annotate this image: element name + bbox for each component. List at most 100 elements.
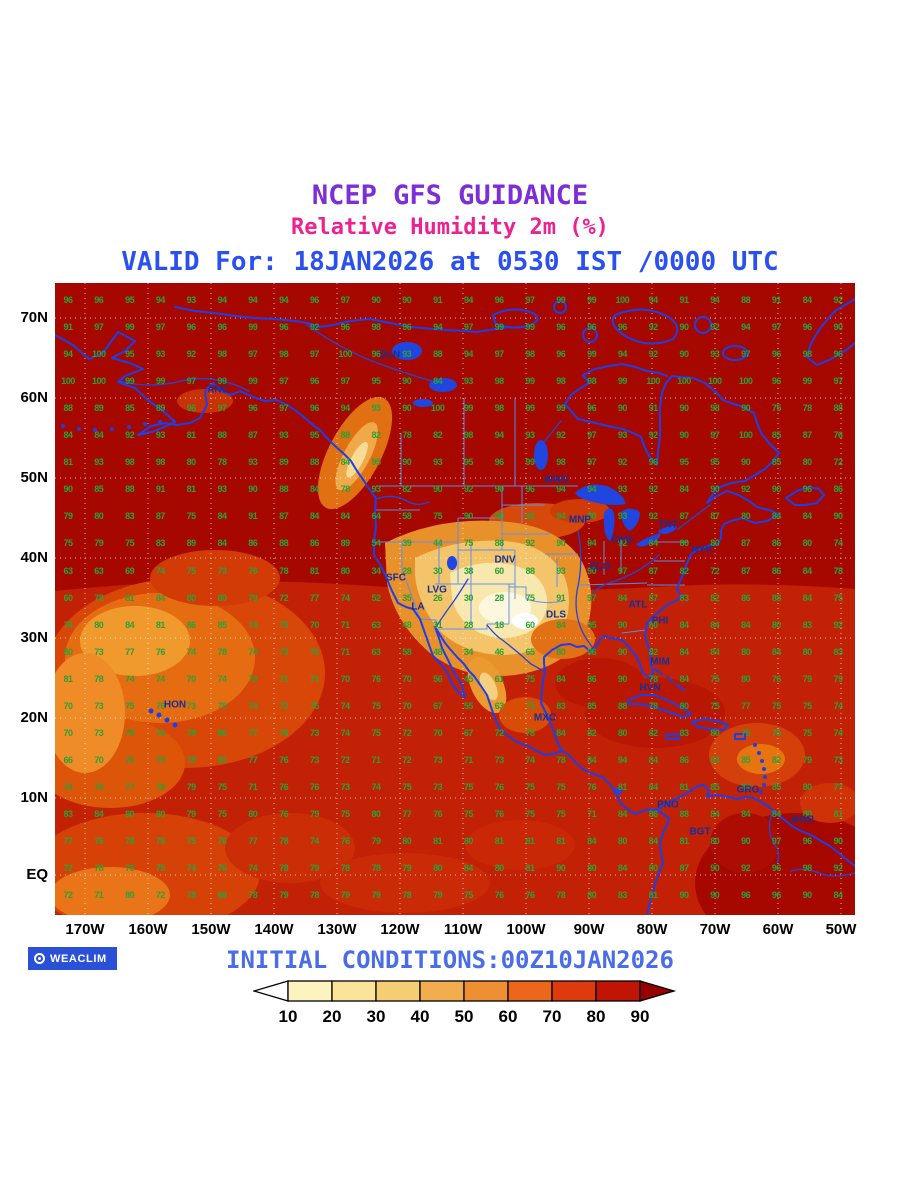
colorbar-tick-label: 30 bbox=[367, 1007, 386, 1026]
rh-value: 83 bbox=[556, 700, 566, 711]
coast-pacific bbox=[111, 331, 670, 915]
rh-value: 52 bbox=[371, 592, 381, 603]
rh-value: 34 bbox=[463, 646, 474, 657]
rh-value: 93 bbox=[525, 430, 535, 441]
rh-value: 88 bbox=[279, 484, 289, 495]
lat-tick-40n: 40N bbox=[20, 549, 48, 566]
rh-value: 95 bbox=[371, 376, 381, 387]
rh-value: 97 bbox=[309, 349, 320, 360]
rh-value: 60 bbox=[494, 565, 505, 576]
rh-value: 88 bbox=[617, 700, 628, 711]
rh-value: 97 bbox=[248, 349, 258, 360]
rh-value: 88 bbox=[494, 538, 505, 549]
station-label-tnt: TNT bbox=[658, 519, 678, 531]
rh-value: 88 bbox=[679, 808, 689, 819]
rh-value: 75 bbox=[340, 808, 351, 819]
rh-value: 74 bbox=[186, 863, 197, 874]
island-jamaica bbox=[665, 733, 680, 740]
station-label-sfc: SFC bbox=[386, 572, 406, 584]
rh-value: 90 bbox=[741, 403, 751, 414]
rh-value: 94 bbox=[741, 322, 751, 333]
rh-value: 75 bbox=[771, 700, 782, 711]
rh-value: 80 bbox=[125, 890, 135, 901]
rh-value: 73 bbox=[94, 727, 104, 738]
rh-value: 63 bbox=[94, 565, 104, 576]
rh-value: 90 bbox=[402, 376, 412, 387]
rh-value: 98 bbox=[494, 376, 505, 387]
rh-value: 76 bbox=[155, 646, 166, 657]
rh-value: 79 bbox=[309, 863, 320, 874]
rh-value: 91 bbox=[433, 295, 443, 305]
rh-value: 75 bbox=[371, 727, 381, 738]
colorbar-tick-label: 70 bbox=[543, 1007, 562, 1026]
rh-value: 90 bbox=[248, 484, 258, 495]
colorbar-tick-label: 40 bbox=[411, 1007, 430, 1026]
rh-value: 76 bbox=[155, 700, 166, 711]
rh-value: 72 bbox=[248, 673, 258, 684]
rh-value: 77 bbox=[833, 781, 843, 792]
rh-value: 82 bbox=[402, 484, 412, 495]
rh-value: 98 bbox=[217, 349, 227, 360]
rh-value: 84 bbox=[771, 646, 782, 657]
rh-value: 84 bbox=[340, 457, 351, 468]
rh-value: 84 bbox=[741, 808, 751, 819]
rh-value: 75 bbox=[463, 538, 474, 549]
rh-value: 77 bbox=[125, 646, 135, 657]
rh-value: 88 bbox=[217, 430, 227, 441]
station-label-atl: ATL bbox=[628, 599, 648, 611]
rh-value: 83 bbox=[710, 754, 720, 765]
rh-value: 92 bbox=[463, 484, 474, 495]
rh-value: 85 bbox=[771, 781, 782, 792]
rh-value: 79 bbox=[309, 808, 320, 819]
rh-value: 80 bbox=[63, 646, 73, 657]
rh-value: 91 bbox=[679, 295, 689, 305]
rh-value: 90 bbox=[63, 484, 73, 495]
rh-value: 80 bbox=[802, 646, 813, 657]
rh-value: 78 bbox=[648, 700, 659, 711]
rh-value: 87 bbox=[679, 511, 689, 522]
rh-value: 80 bbox=[648, 863, 659, 874]
rh-value: 81 bbox=[525, 863, 535, 874]
rh-value: 75 bbox=[125, 727, 135, 738]
rh-value: 90 bbox=[710, 484, 720, 495]
rh-value: 84 bbox=[556, 727, 566, 738]
rh-value: 90 bbox=[710, 890, 720, 901]
rh-value: 88 bbox=[125, 484, 135, 495]
rh-value: 84 bbox=[710, 619, 720, 630]
rh-value: 79 bbox=[279, 890, 289, 901]
rh-value: 75 bbox=[463, 890, 474, 901]
rh-value: 97 bbox=[217, 403, 227, 414]
rh-value: 80 bbox=[648, 619, 659, 630]
rh-value: 79 bbox=[802, 754, 813, 765]
rh-value: 90 bbox=[741, 457, 751, 468]
rh-value: 73 bbox=[833, 754, 843, 765]
rh-value: 96 bbox=[309, 295, 320, 305]
rh-value: 90 bbox=[833, 322, 843, 333]
rh-value: 89 bbox=[155, 403, 166, 414]
rh-value: 91 bbox=[155, 484, 166, 495]
rh-value: 73 bbox=[279, 619, 289, 630]
rh-value: 98 bbox=[710, 403, 720, 414]
lon-tick-90w: 90W bbox=[573, 921, 605, 938]
rh-value: 72 bbox=[402, 754, 412, 765]
rh-value: 96 bbox=[525, 484, 535, 495]
rh-value: 86 bbox=[587, 673, 597, 684]
lat-tick-60n: 60N bbox=[20, 389, 48, 406]
lat-tick-20n: 20N bbox=[20, 709, 48, 726]
rh-value: 75 bbox=[186, 836, 197, 846]
rh-value: 93 bbox=[433, 457, 443, 468]
rh-value: 94 bbox=[433, 322, 443, 333]
rh-value: 96 bbox=[771, 349, 782, 360]
rh-value: 73 bbox=[433, 754, 443, 765]
rh-value: 97 bbox=[710, 430, 720, 441]
island-baffin bbox=[611, 308, 679, 345]
rh-value: 80 bbox=[433, 863, 443, 874]
rh-value: 96 bbox=[217, 322, 227, 333]
station-label-dnv: DNV bbox=[494, 554, 516, 566]
rh-value: 82 bbox=[433, 430, 443, 441]
rh-value: 70 bbox=[186, 673, 197, 684]
rh-value: 58 bbox=[402, 646, 412, 657]
lon-tick-140w: 140W bbox=[254, 921, 294, 938]
rh-value: 73 bbox=[309, 727, 320, 738]
rh-value: 90 bbox=[679, 430, 689, 441]
